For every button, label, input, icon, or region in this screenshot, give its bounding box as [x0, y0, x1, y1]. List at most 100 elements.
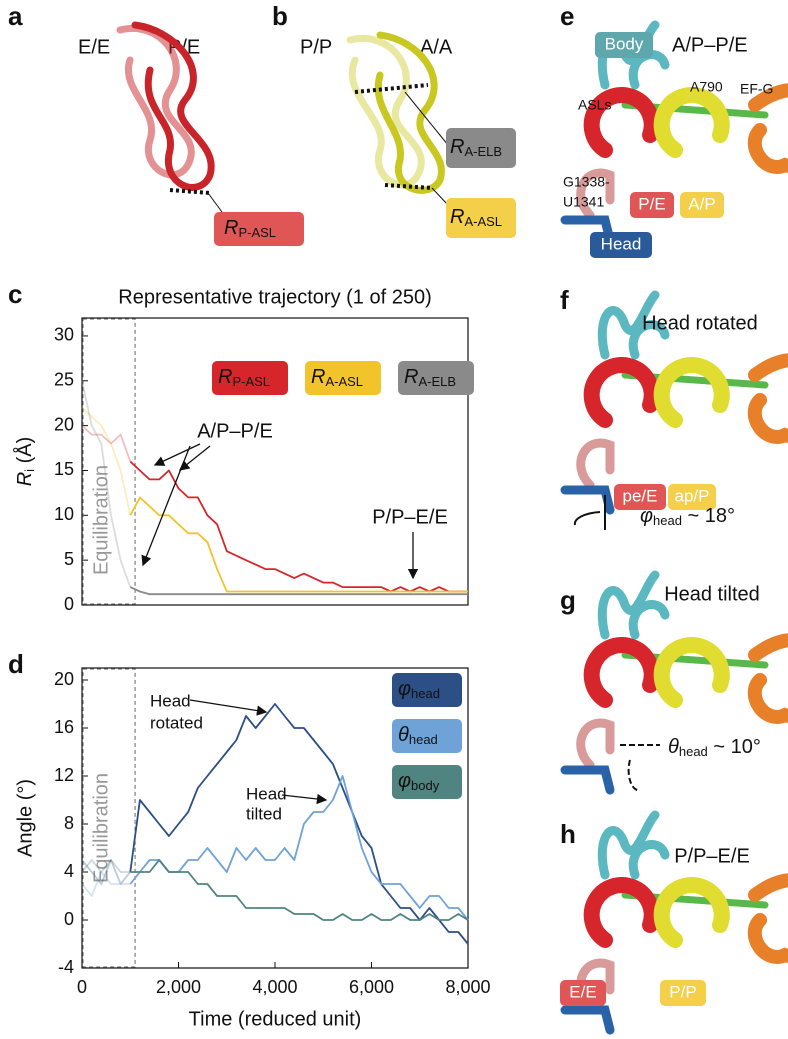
state-label: ap/P	[675, 486, 710, 505]
label-box	[214, 212, 304, 246]
label-box	[668, 484, 716, 510]
state-label: P/P	[300, 36, 332, 58]
panel-title: Head tilted	[664, 583, 760, 605]
annotation: A/P–P/E	[197, 420, 273, 442]
annotation-arrow	[153, 443, 201, 466]
label-box	[660, 980, 706, 1006]
x-tick-label: 6,000	[349, 977, 394, 997]
y-tick-label: 10	[54, 504, 74, 524]
data-line	[81, 871, 131, 897]
y-tick-label: 16	[54, 717, 74, 737]
text-part: P-ASL	[232, 374, 270, 389]
state-label: P/E	[638, 194, 665, 213]
state-label: A/A	[420, 36, 453, 58]
data-line	[81, 407, 132, 516]
leader-line	[404, 91, 449, 146]
residue-label: G1338-	[563, 174, 610, 190]
data-line	[130, 859, 469, 921]
text-part: R	[311, 366, 325, 388]
text-part: (Å)	[13, 437, 36, 469]
annotation-arrow	[178, 445, 211, 471]
body-label: Body	[605, 34, 644, 53]
x-axis-label: Time (reduced unit)	[189, 1008, 362, 1030]
annotation-arrow	[189, 699, 268, 716]
trna-backbone	[131, 21, 215, 191]
annotation: tilted	[246, 804, 282, 823]
legend-swatch	[305, 361, 381, 395]
y-tick-label: 15	[54, 459, 74, 479]
annotation-arrow	[281, 793, 328, 805]
label-box	[680, 192, 724, 218]
y-tick-label: 20	[54, 669, 74, 689]
label-box	[630, 192, 674, 218]
legend-swatch	[392, 719, 462, 753]
legend-label: RP-ASL	[218, 366, 270, 389]
legend-label: θhead	[398, 724, 438, 747]
distance-label: RA-ASL	[450, 206, 502, 229]
panel-title: A/P–P/E	[672, 34, 748, 56]
state-label: E/E	[569, 982, 596, 1001]
legend-label: RA-ASL	[311, 366, 363, 389]
distance-marker	[354, 83, 429, 94]
y-tick-label: 20	[54, 414, 74, 434]
panel-label: d	[8, 649, 24, 679]
text-part: R	[14, 472, 36, 486]
annotation: P/P–E/E	[372, 506, 448, 528]
legend-swatch	[212, 361, 288, 395]
panel-label: e	[560, 1, 574, 31]
distance-marker	[169, 188, 211, 195]
panel-label: h	[560, 819, 576, 849]
distance-marker	[384, 183, 433, 190]
y-tick-label: 12	[54, 765, 74, 785]
label-box	[614, 484, 666, 510]
data-line	[81, 859, 131, 885]
panel-title: P/P–E/E	[674, 845, 750, 867]
panel-label: f	[560, 285, 569, 315]
legend-label: RA-ELB	[404, 366, 456, 389]
factor-label: EF-G	[740, 81, 773, 97]
plot-frame	[81, 317, 469, 606]
text-part: body	[411, 778, 440, 793]
chart-title: Representative trajectory (1 of 250)	[118, 286, 432, 308]
data-line	[129, 496, 468, 593]
label-box	[560, 980, 606, 1006]
text-part: A-ELB	[418, 374, 456, 389]
text-part: A-ASL	[325, 374, 363, 389]
trna-backbone	[116, 25, 195, 179]
y-tick-label: 0	[64, 909, 74, 929]
x-tick-label: 2,000	[156, 977, 201, 997]
leader-line	[207, 192, 223, 213]
legend-label: φhead	[398, 678, 440, 701]
legend-swatch	[392, 673, 462, 707]
label-box	[446, 198, 516, 238]
y-tick-label: 30	[54, 325, 74, 345]
rotation-arrow	[573, 495, 606, 530]
y-tick-label: 4	[64, 861, 74, 881]
panel-label: g	[560, 585, 576, 615]
annotation: rotated	[150, 713, 203, 732]
y-tick-label: -4	[58, 957, 74, 977]
data-line	[129, 586, 468, 596]
panel-title: Head rotated	[642, 312, 758, 334]
state-label: pe/E	[623, 486, 658, 505]
text-part: R	[404, 366, 418, 388]
label-box	[595, 32, 653, 58]
panel-label: b	[272, 1, 288, 31]
data-line	[81, 424, 132, 462]
text-part: R	[218, 366, 232, 388]
text-part: i	[22, 469, 37, 472]
trna-structure	[116, 21, 223, 213]
distance-label: RP-ASL	[224, 217, 276, 240]
tilt-arrow	[620, 744, 660, 792]
data-line	[129, 775, 469, 921]
leader-line	[431, 187, 449, 206]
x-tick-label: 8,000	[445, 977, 490, 997]
state-label: E/E	[78, 36, 110, 58]
annotation-arrow	[141, 445, 191, 567]
equilibration-label: Equilibration	[90, 465, 112, 575]
x-tick-label: 4,000	[252, 977, 297, 997]
y-tick-label: 5	[64, 549, 74, 569]
panel-label: c	[8, 279, 22, 309]
state-label: P/P	[669, 982, 696, 1001]
